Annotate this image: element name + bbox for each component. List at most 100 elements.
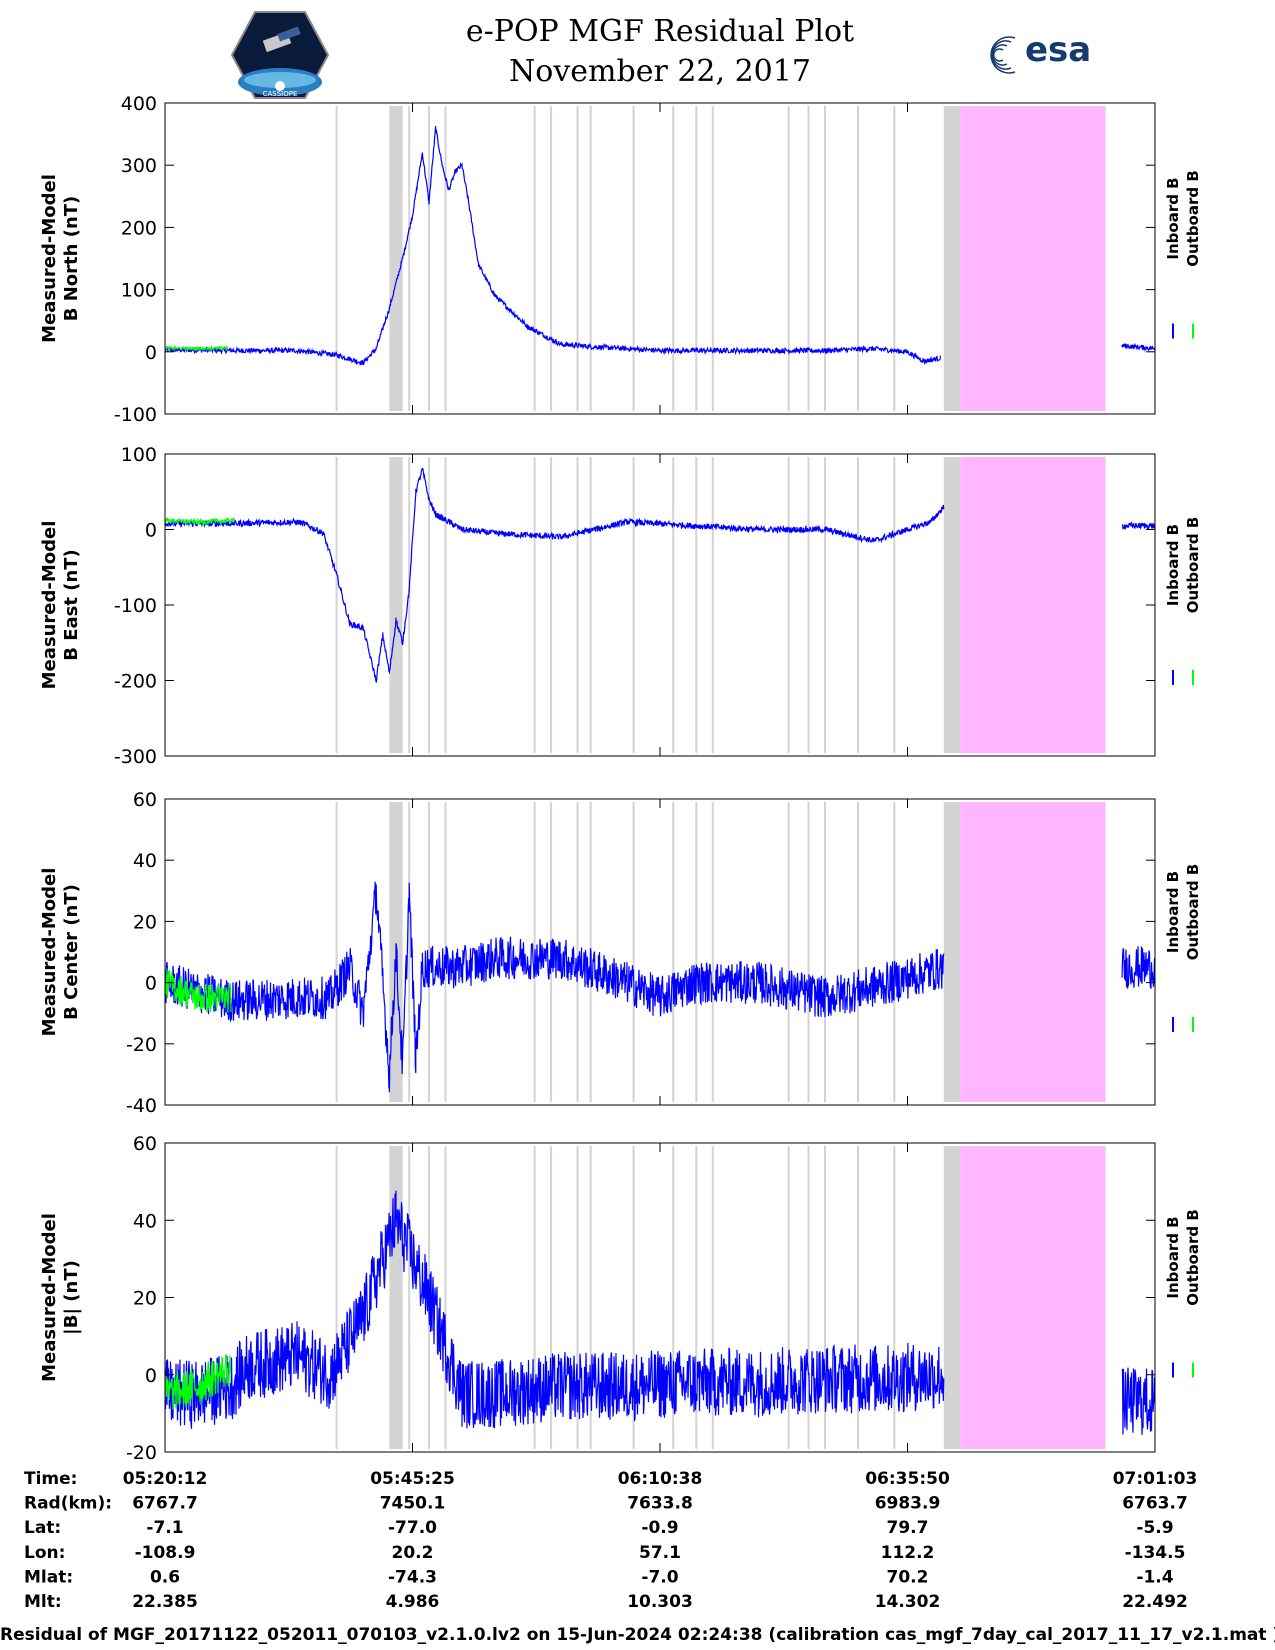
info-value: -1.4 [1136, 1567, 1173, 1587]
series-inboard [164, 126, 942, 366]
info-value: -108.9 [135, 1543, 196, 1563]
y-tick-label: 20 [133, 911, 157, 933]
series-inboard-resume [1121, 1367, 1156, 1435]
legend-label: Inboard B [1164, 1216, 1182, 1298]
legend-label: Inboard B [1164, 177, 1182, 259]
y-tick-label: -100 [114, 595, 157, 617]
y-tick-label: 40 [133, 850, 157, 872]
y-axis-label-line2: B North (nT) [61, 196, 82, 322]
y-axis-label-line2: B Center (nT) [61, 884, 82, 1020]
info-row-label: Mlat: [24, 1567, 73, 1587]
info-value: 07:01:03 [1113, 1469, 1198, 1489]
info-value: 7633.8 [627, 1494, 693, 1514]
y-axis-label: Measured-ModelB Center (nT) [39, 868, 82, 1037]
y-axis-label-line2: |B| (nT) [61, 1260, 82, 1335]
missing-data-band [960, 802, 1106, 1102]
legend-label: Inboard B [1164, 524, 1182, 606]
y-tick-label: 0 [145, 1365, 157, 1387]
missing-data-band [960, 1146, 1106, 1449]
info-value: 4.986 [386, 1592, 440, 1612]
series-inboard [164, 881, 945, 1093]
y-tick-label: 0 [145, 973, 157, 995]
info-value: -7.1 [146, 1518, 183, 1538]
y-tick-label: -200 [114, 671, 157, 693]
esa-logo [990, 36, 1016, 74]
info-row-label: Time: [24, 1469, 77, 1489]
info-value: -74.3 [388, 1567, 437, 1587]
data-gap-band [943, 802, 961, 1102]
y-axis-label: Measured-ModelB North (nT) [39, 174, 82, 343]
legend-label: Inboard B [1164, 871, 1182, 953]
series-inboard-resume [1121, 521, 1156, 531]
info-value: -134.5 [1125, 1543, 1186, 1563]
y-tick-label: 60 [133, 789, 157, 811]
y-axis-label-line1: Measured-Model [39, 1213, 60, 1382]
panel-2: 100 0 -100 -200 -300 Measured-ModelB East (nT… [39, 444, 1202, 768]
missing-data-band [960, 106, 1106, 411]
cassiope-logo-text: CASSIOPE [263, 90, 298, 98]
info-value: 22.385 [132, 1592, 198, 1612]
info-value: 112.2 [881, 1543, 935, 1563]
series-outboard [164, 968, 232, 1013]
legend-label: Outboard B [1184, 517, 1202, 614]
legend-label: Outboard B [1184, 170, 1202, 267]
info-value: 7450.1 [380, 1494, 446, 1514]
cassiope-logo: CASSIOPE [230, 11, 330, 99]
info-value: 57.1 [639, 1543, 681, 1563]
chart-date: November 22, 2017 [509, 54, 811, 89]
info-value: 6763.7 [1122, 1494, 1188, 1514]
info-value: 6767.7 [132, 1494, 198, 1514]
y-axis-label-line1: Measured-Model [39, 868, 60, 1037]
series-outboard [164, 1354, 232, 1410]
y-tick-label: -100 [114, 404, 157, 426]
y-tick-label: -40 [126, 1095, 157, 1117]
info-value: -7.0 [641, 1567, 678, 1587]
data-gap-band [389, 106, 403, 411]
y-axis-label-line1: Measured-Model [39, 521, 60, 690]
y-tick-label: 0 [145, 342, 157, 364]
y-tick-label: 100 [121, 444, 157, 466]
info-value: 05:20:12 [123, 1469, 208, 1489]
info-value: 6983.9 [875, 1494, 941, 1514]
info-value: -0.9 [641, 1518, 678, 1538]
legend-label: Outboard B [1184, 1209, 1202, 1306]
info-value: 10.303 [627, 1592, 693, 1612]
info-row-label: Lon: [24, 1543, 65, 1563]
y-axis-label-line1: Measured-Model [39, 174, 60, 343]
series-outboard [164, 345, 229, 352]
data-gap-band [943, 1146, 961, 1449]
data-gap-band [389, 457, 403, 753]
info-value: 70.2 [887, 1567, 929, 1587]
series-inboard-resume [1121, 946, 1156, 989]
info-row-label: Lat: [24, 1518, 61, 1538]
data-gap-band [943, 106, 961, 411]
footer-caption: Residual of MGF_20171122_052011_070103_v… [0, 1625, 1275, 1645]
panel-4: 60 40 20 0 -20 Measured-Model|B| (nT) Inboard … [39, 1133, 1202, 1464]
info-row-label: Mlt: [24, 1592, 62, 1612]
info-value: 22.492 [1122, 1592, 1188, 1612]
y-axis-label: Measured-Model|B| (nT) [39, 1213, 82, 1382]
y-tick-label: 40 [133, 1210, 157, 1232]
panel-3: 60 40 20 0 -20 -40 Measured-ModelB Center (nT)… [39, 789, 1202, 1117]
y-tick-label: 400 [121, 93, 157, 115]
y-tick-label: 200 [121, 217, 157, 239]
info-value: 05:45:25 [370, 1469, 455, 1489]
y-axis-label: Measured-ModelB East (nT) [39, 521, 82, 690]
info-value: 0.6 [150, 1567, 180, 1587]
info-value: 14.302 [875, 1592, 941, 1612]
legend-label: Outboard B [1184, 864, 1202, 961]
series-inboard [164, 467, 945, 683]
y-tick-label: 20 [133, 1288, 157, 1310]
series-outboard [164, 516, 235, 527]
y-tick-label: -300 [114, 746, 157, 768]
y-axis-label-line2: B East (nT) [61, 549, 82, 661]
y-tick-label: 300 [121, 155, 157, 177]
series-inboard [164, 1190, 945, 1429]
data-gap-band [943, 457, 961, 753]
info-value: 06:10:38 [618, 1469, 703, 1489]
esa-logo-text: esa [1025, 30, 1092, 70]
y-tick-label: -20 [126, 1034, 157, 1056]
info-row-label: Rad(km): [24, 1494, 112, 1514]
info-value: 79.7 [887, 1518, 929, 1538]
